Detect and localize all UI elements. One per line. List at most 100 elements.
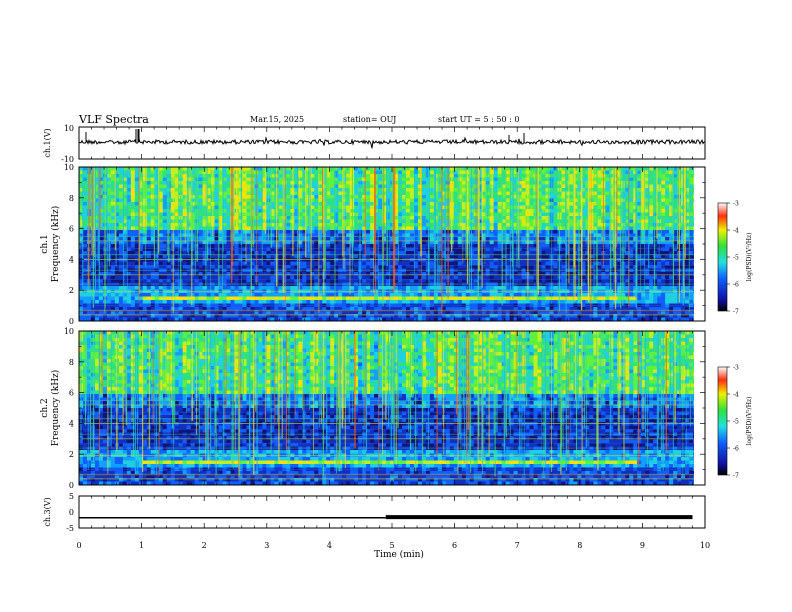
spectrogram-cell [665, 205, 670, 210]
spectrogram-cell [242, 202, 247, 206]
spectrogram-cell [565, 226, 570, 231]
spectrogram-cell [202, 212, 207, 217]
spectrogram-cell [82, 188, 88, 192]
spectrogram-cell [294, 216, 299, 220]
spectrogram-cell [158, 177, 164, 182]
spectrogram-cell [322, 202, 327, 206]
spectrogram-cell [222, 212, 227, 217]
spectrogram-cell [629, 219, 634, 224]
spectrogram-cell [629, 191, 634, 196]
spectrogram-cell [326, 212, 331, 217]
spectrogram-cell [262, 205, 267, 210]
spectrogram-cell [366, 170, 371, 175]
spectrogram-cell [593, 226, 598, 231]
spectrogram-cell [354, 247, 359, 252]
spectrogram-cell [397, 191, 403, 196]
spectrogram-cell [114, 275, 120, 280]
spectrogram-cell [413, 170, 419, 175]
spectrogram-cell [238, 170, 243, 175]
spectrogram-cell [529, 188, 534, 192]
spectrogram-cell [118, 233, 124, 238]
spectrogram-cell [174, 205, 180, 210]
spectrogram-cell [282, 195, 287, 199]
spectrogram-cell [637, 261, 642, 266]
spectrogram-cell [585, 216, 590, 220]
spectrogram-cell [202, 230, 207, 234]
spectrogram-cell [310, 184, 315, 189]
spectrogram-cell [597, 272, 602, 276]
spectrogram-cell [110, 195, 116, 199]
spectrogram-cell [501, 195, 507, 199]
spectrogram-cell [665, 212, 670, 217]
spectrogram-cell [158, 198, 164, 203]
spectrogram-cell [497, 205, 503, 210]
spectrogram-cell [110, 177, 116, 182]
spectrogram-cell [258, 177, 263, 182]
spectrogram-cell [162, 184, 168, 189]
spectrogram-cell [661, 181, 666, 185]
spectrogram-cell [473, 251, 479, 255]
spectrogram-cell [310, 174, 315, 178]
spectrogram-cell [282, 191, 287, 196]
spectrogram-cell [505, 198, 511, 203]
spectrogram-cell [210, 258, 215, 262]
spectrogram-cell [553, 233, 558, 238]
spectrogram-cell [569, 177, 574, 182]
spectrogram-cell [222, 198, 227, 203]
spectrogram-cell [246, 198, 251, 203]
spectrogram-cell [617, 198, 622, 203]
spectrogram-cell [661, 195, 666, 199]
spectrogram-cell [421, 237, 427, 241]
spectrogram-cell [645, 223, 650, 227]
spectrogram-cell [493, 212, 499, 217]
spectrogram-cell [378, 219, 383, 224]
spectrogram-cell [537, 181, 542, 185]
spectrogram-cell [138, 209, 144, 213]
spectrogram-cell [82, 237, 88, 241]
spectrogram-cell [298, 205, 303, 210]
spectrogram-cell [242, 174, 247, 178]
spectrogram-cell [142, 226, 148, 231]
spectrogram-cell [421, 212, 427, 217]
spectrogram-cell [162, 177, 168, 182]
spectrogram-cell [386, 202, 391, 206]
spectrogram-cell [665, 174, 670, 178]
spectrogram-cell [162, 167, 168, 171]
spectrogram-cell [457, 233, 463, 238]
spectrogram-cell [130, 258, 136, 262]
spectrogram-cell [397, 219, 403, 224]
spectrogram-cell [214, 216, 219, 220]
spectrogram-cell [517, 198, 522, 203]
spectrogram-cell [409, 177, 415, 182]
spectrogram-cell [326, 261, 331, 266]
spectrogram-cell [258, 198, 263, 203]
spectrogram-cell [250, 212, 255, 217]
spectrogram-cell [641, 170, 646, 175]
spectrogram-cell [298, 167, 303, 171]
spectrogram-cell [537, 219, 542, 224]
spectrogram-cell [374, 191, 379, 196]
spectrogram-cell [294, 233, 299, 238]
spectrogram-cell [689, 202, 694, 206]
spectrogram-cell [366, 247, 371, 252]
spectrogram-cell [258, 174, 263, 178]
spectrogram-cell [417, 209, 423, 213]
spectrogram-cell [266, 251, 271, 255]
spectrogram-cell [206, 184, 211, 189]
spectrogram-cell [649, 226, 654, 231]
spectrogram-cell [517, 261, 522, 266]
spectrogram-cell [529, 198, 534, 203]
spectrogram-cell [334, 216, 339, 220]
spectrogram-cell [505, 216, 511, 220]
spectrogram-cell [405, 272, 411, 276]
spectrogram-cell [673, 170, 678, 175]
spectrogram-cell [374, 212, 379, 217]
spectrogram-cell [553, 230, 558, 234]
spectrogram-cell [605, 191, 610, 196]
spectrogram-cell [270, 216, 275, 220]
spectrogram-cell [370, 205, 375, 210]
spectrogram-cell [565, 202, 570, 206]
spectrogram-cell [581, 219, 586, 224]
spectrogram-cell [649, 195, 654, 199]
spectrogram-cell [354, 198, 359, 203]
